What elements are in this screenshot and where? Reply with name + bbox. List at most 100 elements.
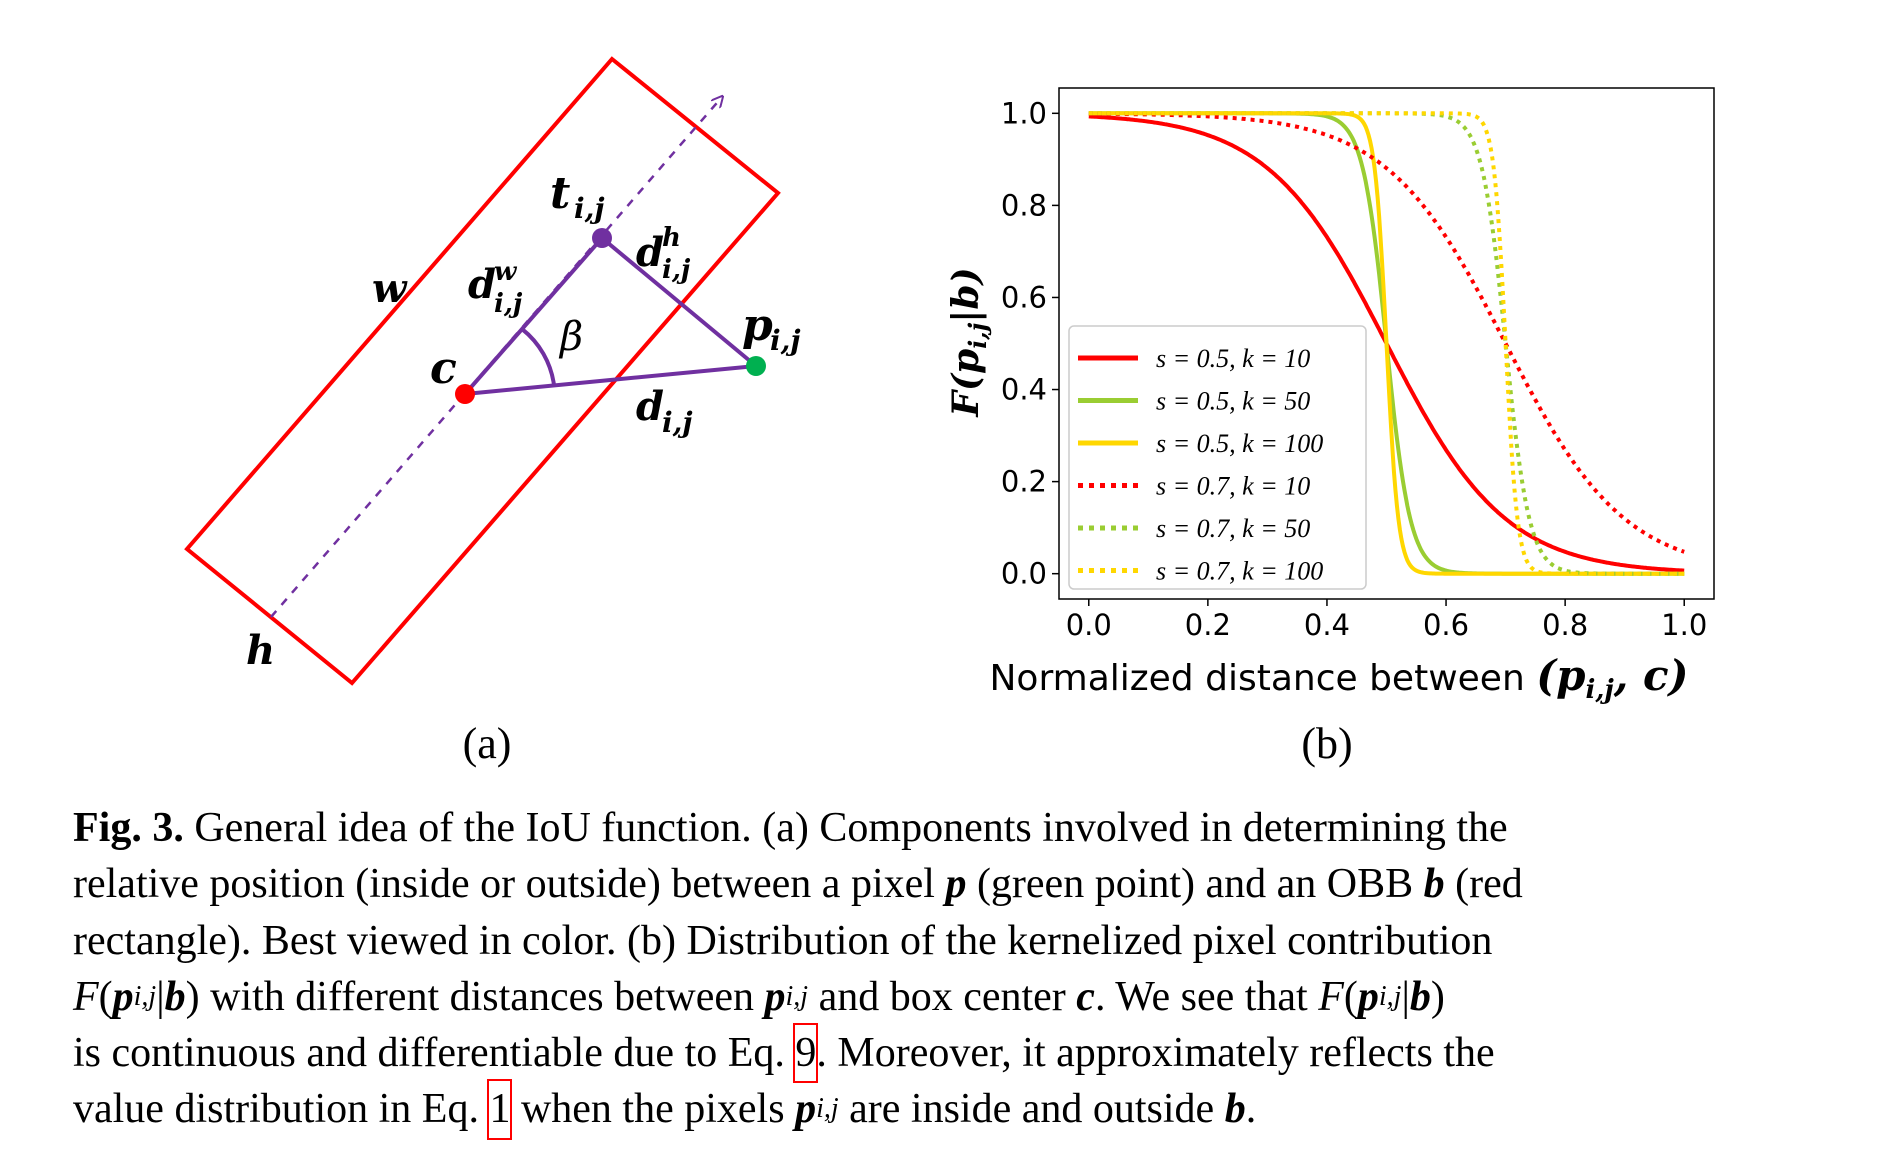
caption-text: i,j — [816, 1093, 839, 1125]
x-label-end: , c) — [1613, 651, 1689, 700]
caption-text: p — [945, 861, 967, 908]
label-t-main: t — [550, 168, 570, 219]
caption-text: i,j — [785, 980, 809, 1012]
y-axis-label: F(pi,j|b) — [945, 267, 992, 417]
caption-line: Fig. 3. General idea of the IoU function… — [73, 800, 1856, 856]
label-w: w — [372, 265, 408, 312]
y-tick-label: 0.4 — [1001, 373, 1047, 407]
label-dw-sup: w — [494, 257, 518, 287]
caption-text: ( — [98, 973, 113, 1020]
label-p: p i,j — [742, 300, 801, 357]
caption-line: is continuous and differentiable due to … — [73, 1023, 1856, 1084]
caption-text: i,j — [133, 980, 157, 1012]
legend-label: s = 0.5, k = 10 — [1156, 344, 1310, 373]
curves-group — [1088, 111, 1685, 576]
x-tick-label: 1.0 — [1661, 608, 1707, 642]
caption-text: b — [1409, 973, 1431, 1020]
equation-reference-link[interactable]: 1 — [487, 1079, 513, 1140]
x-tick-label: 0.8 — [1542, 608, 1588, 642]
label-dw-main: d — [468, 261, 496, 308]
y-label-end: |b) — [945, 267, 987, 322]
label-p-sub: i,j — [770, 324, 801, 357]
label-dh-main: d — [636, 229, 664, 276]
caption-text: when the pixels — [510, 1086, 796, 1133]
label-t-sub: i,j — [574, 192, 605, 225]
x-ticks: 0.0 0.2 0.4 0.6 0.8 1.0 — [1066, 599, 1707, 642]
legend-label: s = 0.7, k = 10 — [1156, 472, 1310, 501]
caption-text: are inside and outside — [838, 1086, 1225, 1133]
legend-label: s = 0.7, k = 100 — [1156, 557, 1323, 586]
caption-text: p — [764, 973, 786, 1020]
dh-line — [600, 236, 758, 368]
caption-text: rectangle). Best viewed in color. (b) Di… — [73, 917, 1493, 964]
caption-text: p — [112, 973, 134, 1020]
y-ticks: 0.0 0.2 0.4 0.6 0.8 1.0 — [1001, 96, 1059, 591]
caption-text: . We see that — [1094, 973, 1319, 1020]
caption-text: relative position (inside or outside) be… — [73, 861, 946, 908]
label-dw-sub: i,j — [494, 289, 523, 319]
caption-line: rectangle). Best viewed in color. (b) Di… — [73, 913, 1856, 969]
x-label-sub: i,j — [1585, 675, 1614, 705]
y-tick-label: 0.8 — [1001, 188, 1047, 222]
legend-box — [1068, 325, 1367, 590]
panel-a-label: (a) — [463, 719, 512, 768]
series-line — [1088, 111, 1685, 554]
x-tick-label: 0.0 — [1066, 608, 1112, 642]
label-dh: d h i,j — [636, 223, 691, 285]
caption-text: b — [164, 973, 186, 1020]
caption-text: General idea of the IoU function. (a) Co… — [183, 805, 1508, 851]
target-point-t — [592, 228, 612, 248]
caption-text: ( — [1343, 973, 1358, 1020]
label-d: d i,j — [636, 383, 693, 439]
caption-text: i,j — [1378, 980, 1402, 1012]
caption-text: ) — [1430, 973, 1445, 1020]
series-line — [1088, 111, 1685, 576]
panel-b-chart: 0.0 0.2 0.4 0.6 0.8 1.0 0.0 0.2 0.4 0.6 0.8 1.0 s … — [945, 87, 1715, 768]
orientation-axis-dashed — [270, 97, 722, 618]
label-dw: d w i,j — [468, 257, 523, 319]
caption-line: relative position (inside or outside) be… — [73, 856, 1856, 912]
caption-text: is continuous and differentiable due to … — [73, 1030, 796, 1077]
caption-text: (red — [1444, 861, 1523, 908]
caption-text: Fig. 3. — [73, 805, 184, 851]
label-d-main: d — [636, 383, 664, 430]
caption-line: value distribution in Eq. 1 when the pix… — [73, 1079, 1856, 1140]
y-label-sub: i,j — [963, 322, 992, 348]
caption-text: value distribution in Eq. — [73, 1086, 490, 1133]
label-c: c — [430, 343, 457, 394]
x-label-math: (p — [1536, 651, 1585, 700]
caption-text: and box center — [808, 973, 1077, 1020]
label-d-sub: i,j — [662, 406, 693, 439]
caption-text: | — [1401, 973, 1410, 1020]
legend: s = 0.5, k = 10 s = 0.5, k = 50 s = 0.5, k… — [1068, 325, 1367, 590]
x-label-text: Normalized distance between — [990, 658, 1537, 699]
y-label-main: F(p — [945, 349, 987, 418]
caption-text: c — [1076, 973, 1095, 1020]
caption-text: (green point) and an OBB — [966, 861, 1424, 908]
center-point-c — [455, 384, 475, 404]
y-tick-label: 0.6 — [1001, 280, 1047, 314]
pixel-point-p — [746, 356, 766, 376]
caption-text: . Moreover, it approximately reflects th… — [816, 1030, 1495, 1077]
obb-rectangle — [184, 56, 781, 686]
caption-line: F(p i,j | b) with different distances betwe… — [73, 969, 1856, 1025]
caption-text: p — [795, 1086, 817, 1133]
caption-text: p — [1357, 973, 1379, 1020]
label-beta: β — [558, 314, 583, 360]
legend-label: s = 0.5, k = 50 — [1156, 387, 1310, 416]
caption-text: ) with different distances between — [185, 973, 765, 1020]
legend-label: s = 0.7, k = 50 — [1156, 514, 1310, 543]
x-tick-label: 0.6 — [1423, 608, 1469, 642]
label-t: t i,j — [550, 168, 605, 225]
panel-a-diagram: w h c t i,j d w i,j d h i,j β p i,j d i,… — [184, 56, 801, 768]
x-tick-label: 0.4 — [1304, 608, 1350, 642]
label-h: h — [246, 627, 275, 674]
dw-line — [463, 236, 604, 396]
y-tick-label: 1.0 — [1001, 96, 1047, 130]
caption-text: . — [1245, 1086, 1257, 1133]
equation-reference-link[interactable]: 9 — [793, 1023, 819, 1084]
label-dh-sup: h — [662, 223, 681, 253]
plot-frame — [1058, 87, 1715, 600]
x-tick-label: 0.2 — [1185, 608, 1231, 642]
panel-b-label: (b) — [1301, 719, 1352, 768]
